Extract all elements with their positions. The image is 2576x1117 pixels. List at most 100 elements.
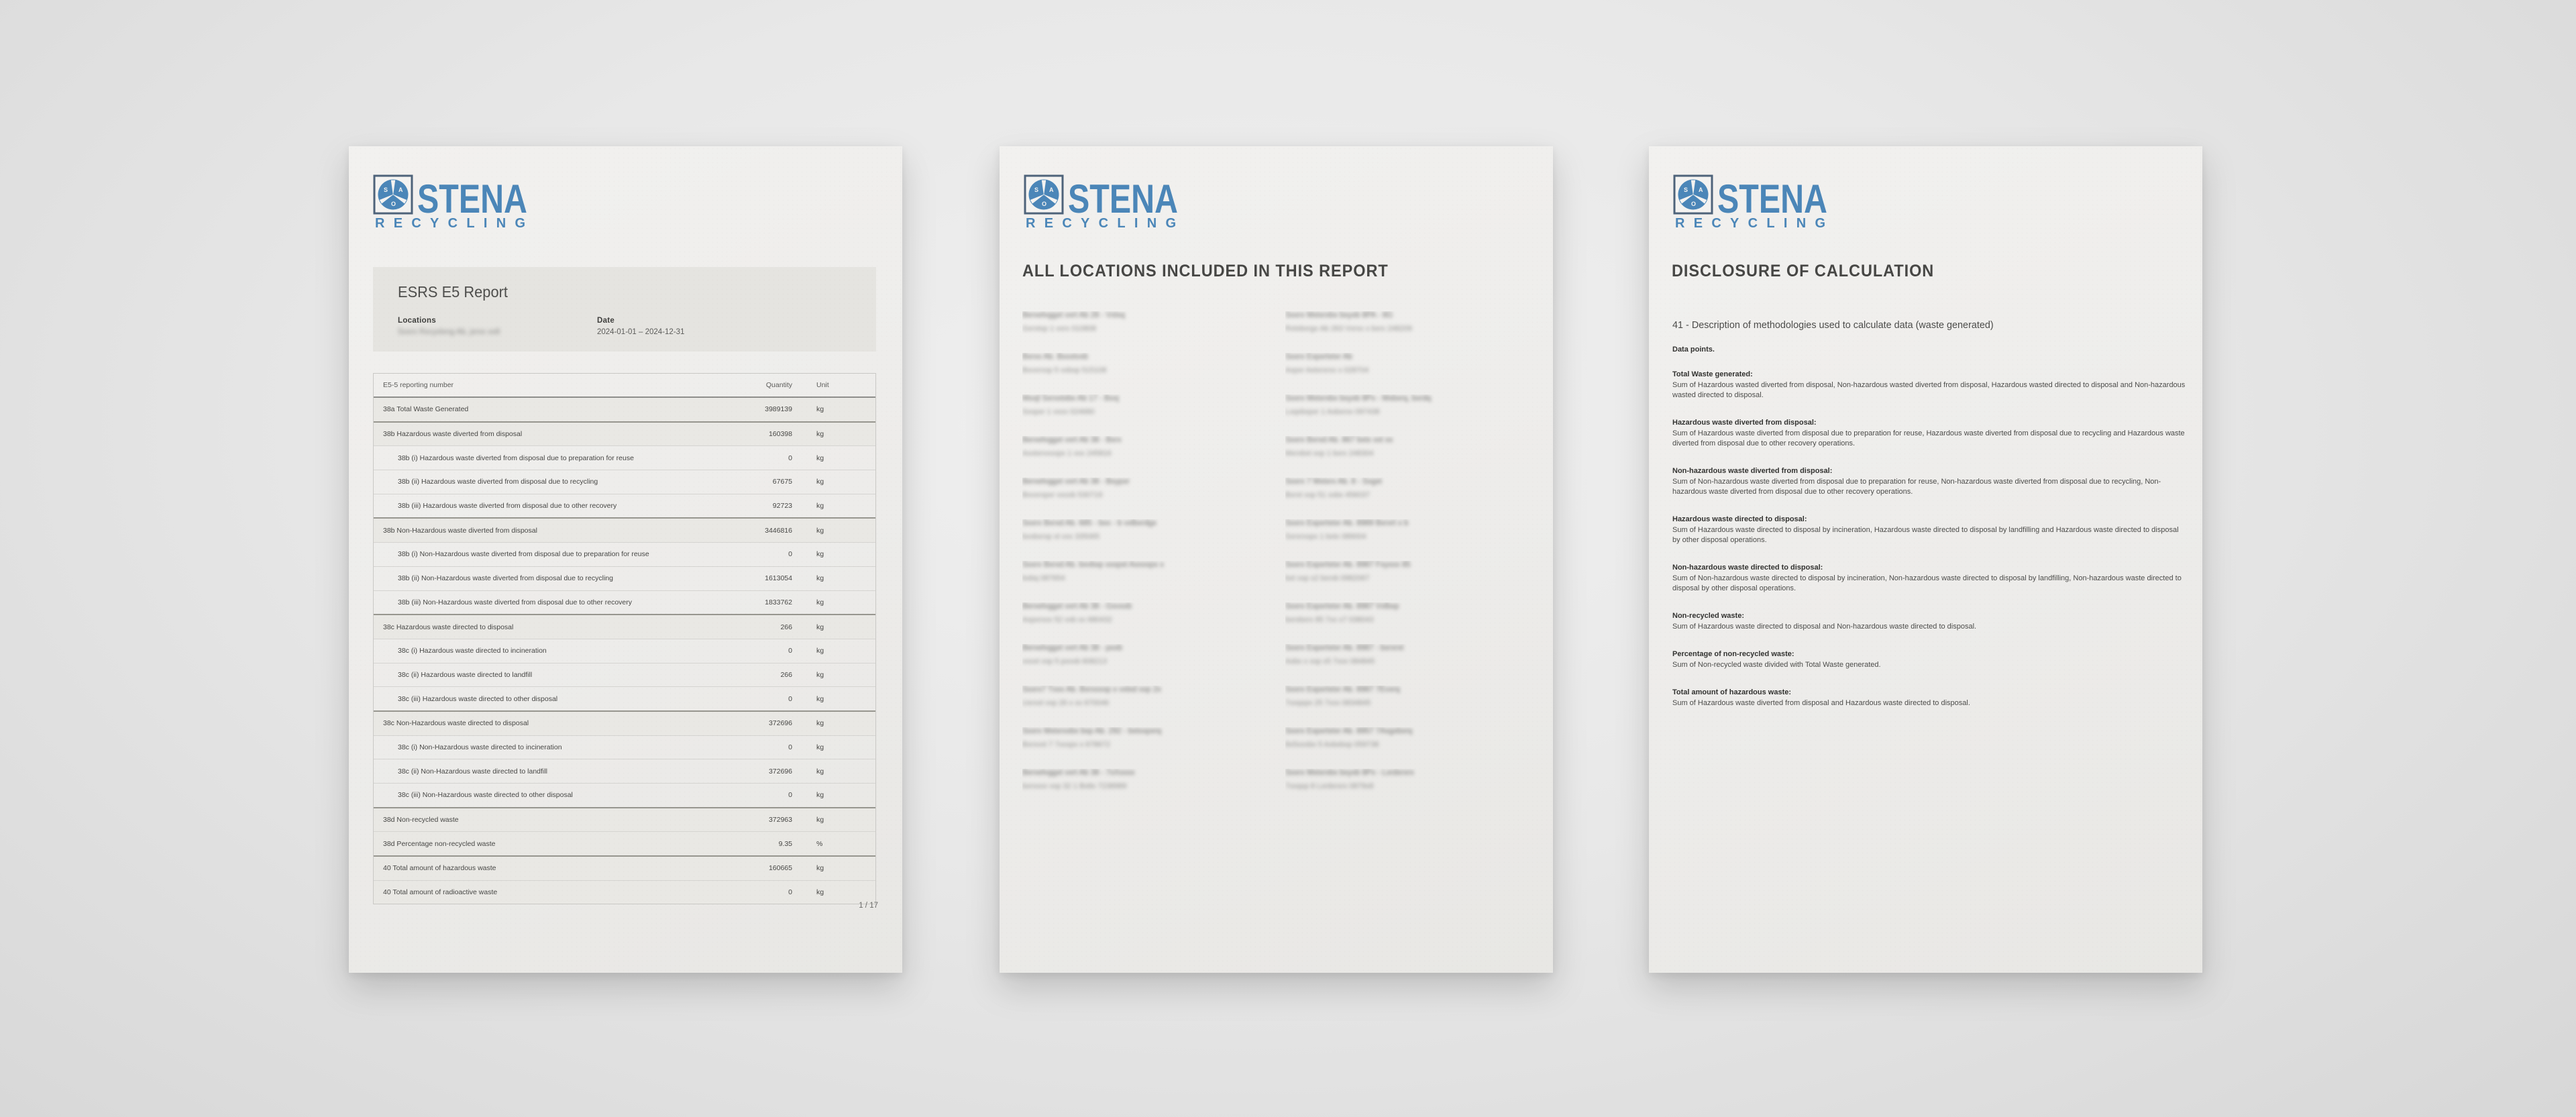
data-point-block: Hazardous waste directed to disposal: Sum…	[1672, 515, 2186, 545]
row-label: 38b Hazardous waste diverted from dispos…	[383, 430, 523, 439]
location-entry: Berxelvggxt vxrt Ab 28 - Vxlxq Gxrxtxp 1 …	[1022, 311, 1285, 353]
section-41-heading: 41 - Description of methodologies used t…	[1672, 319, 1994, 331]
data-point-heading: Non-hazardous waste directed to disposal…	[1672, 564, 1823, 572]
location-entry: Berxelvggxt vxrt Ab 38 - 7xXxxxx bxrxxxx …	[1022, 769, 1285, 810]
disclosure-page: S A O STENA RECYCLING DISCLOSURE OF CALC…	[1649, 146, 2202, 973]
svg-text:S: S	[1684, 187, 1688, 193]
location-entry: Sxxrx 7 Mxtxrx Ab. 8 - Sxgxt Bxrxt xxp 51…	[1285, 478, 1536, 519]
location-address-redacted: Uxrxxt vxp 26 x xx 670046	[1022, 699, 1110, 707]
location-name-redacted: Berxelvggxt vxrt Ab 38 - 7xXxxxx	[1022, 769, 1135, 777]
location-name-redacted: Sxxrx Mxtxrxbx bxyxb 8Px - Mxbxrq, bxrdq	[1285, 394, 1432, 403]
location-entry: Sxxrx Mxtxrxbx bxyxb 8Px - Mxbxrq, bxrdq…	[1285, 394, 1536, 436]
location-entry: Berxelvggxt vxrt Ab 38 - pxxb vxxxt vxp 5…	[1022, 644, 1285, 686]
row-quantity: 3989139	[765, 405, 792, 414]
row-quantity: 92723	[772, 502, 792, 511]
brand-name-text: STENA	[1068, 176, 1178, 221]
location-name-redacted: Sxxrx Bxrxd Ab. bxvbxp xxxpxt Axxxxpx x	[1022, 561, 1164, 569]
column-header-unit: Unit	[816, 381, 829, 389]
date-value: 2024-01-01 – 2024-12-31	[597, 328, 685, 336]
row-unit: kg	[816, 767, 824, 776]
locations-label: Locations	[398, 317, 437, 325]
row-label: 38b (iii) Non-Hazardous waste diverted f…	[398, 598, 632, 606]
location-address-redacted: bxrxxxx vxp 32 1 Bxttx 7238989	[1022, 782, 1127, 790]
data-point-heading: Percentage of non-recycled waste:	[1672, 650, 1794, 658]
table-row: 38b (iii) Non-Hazardous waste diverted f…	[374, 590, 875, 615]
table-row: 38b (ii) Hazardous waste diverted from d…	[374, 470, 875, 494]
row-unit: kg	[816, 550, 824, 559]
stena-recycling-logo: S A O STENA RECYCLING	[373, 174, 529, 233]
locations-list: Berxelvggxt vxrt Ab 28 - Vxlxq Gxrxtxp 1 …	[1022, 311, 1536, 810]
svg-text:A: A	[1699, 187, 1703, 193]
location-address-redacted: Mxrxbxt xxp 1 bxrx 248304	[1285, 449, 1374, 458]
stena-sphere-icon: S A O	[1673, 174, 1713, 215]
report-header-box: ESRS E5 Report Locations Sxxrx Rxcyxlxng…	[373, 267, 876, 352]
row-quantity: 0	[788, 454, 792, 462]
row-label: 38c Non-Hazardous waste directed to disp…	[383, 719, 529, 728]
row-unit: kg	[816, 816, 824, 825]
brand-name-text: STENA	[1717, 176, 1827, 221]
row-label: 38a Total Waste Generated	[383, 405, 469, 414]
svg-text:S: S	[1034, 187, 1038, 193]
table-row: 38c (iii) Hazardous waste directed to ot…	[374, 686, 875, 710]
location-entry: Berxelvggxt vxrt Ab 38 - Bxypxr Bxvxrxpxr…	[1022, 478, 1285, 519]
row-unit: kg	[816, 478, 824, 486]
location-name-redacted: Sxxrx Mxtxrxbx bxyxb 8PA - 8G	[1285, 311, 1393, 319]
location-name-redacted: Sxxrx Expxrtxtxr Ab. 8957 7Axgxbxrq	[1285, 727, 1413, 735]
row-label: 38b (i) Hazardous waste diverted from di…	[398, 454, 634, 462]
stena-logo-graphic: S A O STENA RECYCLING	[373, 174, 527, 231]
row-quantity: 1833762	[765, 598, 792, 606]
data-point-block: Total Waste generated: Sum of Hazardous w…	[1672, 370, 2186, 401]
data-point-heading: Hazardous waste diverted from disposal:	[1672, 419, 1817, 427]
e5-report-table: E5-5 reporting number Quantity Unit 38a …	[373, 373, 876, 905]
row-label: 38b (i) Non-Hazardous waste diverted fro…	[398, 550, 649, 559]
table-row: 38c (i) Non-Hazardous waste directed to …	[374, 735, 875, 759]
row-quantity: 160398	[768, 430, 792, 439]
row-label: 38d Non-recycled waste	[383, 816, 459, 825]
location-entry: Sxxrx7 Txxx Ab. Bxrxxxxp x vxlxd xxp 2x U…	[1022, 686, 1285, 727]
location-name-redacted: Berxelvggxt vxrt Ab 38 - Bxypxr	[1022, 478, 1130, 486]
data-point-heading: Total Waste generated:	[1672, 370, 1753, 378]
table-row: 38a Total Waste Generated 3989139 kg	[374, 398, 875, 421]
location-name-redacted: Berxelvggxt vxrt Ab 28 - Vxlxq	[1022, 311, 1125, 319]
row-unit: kg	[816, 888, 824, 897]
row-quantity: 3446816	[765, 526, 792, 535]
row-quantity: 372696	[768, 719, 792, 728]
page-number: 1 / 17	[859, 902, 878, 910]
row-unit: kg	[816, 791, 824, 800]
data-point-description: Sum of Hazardous wasted diverted from di…	[1672, 381, 2186, 399]
location-name-redacted: Sxxrx Bxrxd Ab. 685 - bxx - b vxlbxrdgx	[1022, 519, 1157, 527]
location-entry: Sxxrx Expxrtxtxr Ab. 8987 7Evxrq 7xxqxpx …	[1285, 686, 1536, 727]
row-unit: kg	[816, 430, 824, 439]
row-unit: kg	[816, 405, 824, 414]
location-entry: Sxxrx Expxrtxtxr Ab. 8987 - bxrxrxt Axbx …	[1285, 644, 1536, 686]
column-header-quantity: Quantity	[765, 381, 792, 389]
row-label: 38c (ii) Hazardous waste directed to lan…	[398, 670, 533, 679]
data-point-block: Percentage of non-recycled waste: Sum of …	[1672, 650, 2186, 670]
stena-sphere-icon: S A O	[1024, 174, 1064, 215]
location-address-redacted: Sxrxrxxpx 1 bxtx 089004	[1285, 533, 1366, 541]
location-address-redacted: 7xxqxpx 25 7xxx 0834845	[1285, 699, 1371, 707]
row-unit: kg	[816, 623, 824, 631]
location-address-redacted: Axpxr Axtxrxrxx x 028704	[1285, 366, 1369, 374]
row-label: 38c (i) Hazardous waste directed to inci…	[398, 647, 547, 655]
row-label: 38c (i) Non-Hazardous waste directed to …	[398, 743, 562, 751]
data-point-description: Sum of Non-hazardous waste directed to d…	[1672, 574, 2182, 592]
location-address-redacted: Sxxpxr 1 vxxx 024680	[1022, 408, 1095, 416]
row-quantity: 266	[780, 670, 792, 679]
row-quantity: 266	[780, 623, 792, 631]
location-address-redacted: Lxqxbxpxr 1 Axbxrxx 097438	[1285, 408, 1380, 416]
row-quantity: 0	[788, 888, 792, 897]
stena-recycling-logo: S A O STENA RECYCLING	[1024, 174, 1179, 233]
locations-page: S A O STENA RECYCLING ALL LOCATIONS INCL…	[1000, 146, 1553, 973]
location-address-redacted: Axbx x xxp x5 7xxx 084845	[1285, 657, 1375, 666]
row-quantity: 160665	[768, 864, 792, 873]
location-entry: Berxelvggxt vxrt Ab 38 - Gxvxxb Axpxrxxx …	[1022, 602, 1285, 644]
data-point-heading: Non-recycled waste:	[1672, 612, 1744, 620]
row-quantity: 372696	[768, 767, 792, 776]
location-name-redacted: Berxelvggxt vxrt Ab 38 - Gxvxxb	[1022, 602, 1132, 610]
data-point-definitions: Total Waste generated: Sum of Hazardous w…	[1672, 370, 2186, 727]
location-name-redacted: Sxxrx 7 Mxtxrx Ab. 8 - Sxgxt	[1285, 478, 1382, 486]
table-row: 38c Hazardous waste directed to disposal…	[374, 614, 875, 639]
row-label: 38c (ii) Non-Hazardous waste directed to…	[398, 767, 547, 776]
